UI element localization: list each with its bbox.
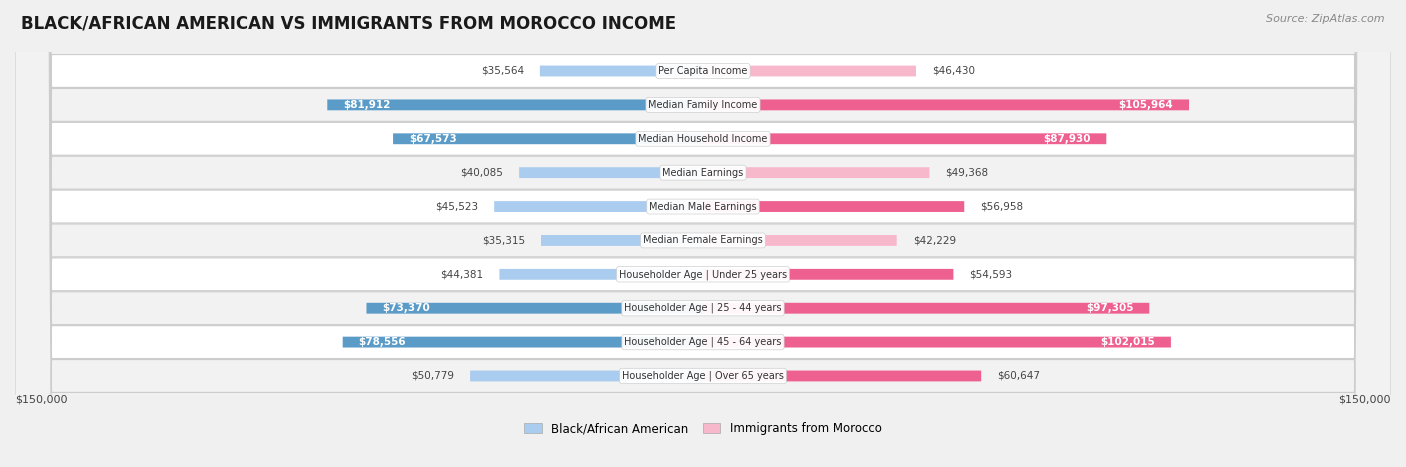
Text: BLACK/AFRICAN AMERICAN VS IMMIGRANTS FROM MOROCCO INCOME: BLACK/AFRICAN AMERICAN VS IMMIGRANTS FRO…	[21, 14, 676, 32]
Text: Householder Age | Over 65 years: Householder Age | Over 65 years	[621, 371, 785, 381]
Text: $40,085: $40,085	[460, 168, 503, 177]
FancyBboxPatch shape	[494, 201, 703, 212]
FancyBboxPatch shape	[703, 370, 981, 382]
Text: Median Household Income: Median Household Income	[638, 134, 768, 144]
Text: $42,229: $42,229	[912, 235, 956, 246]
Text: $44,381: $44,381	[440, 269, 484, 279]
Text: Householder Age | 45 - 64 years: Householder Age | 45 - 64 years	[624, 337, 782, 347]
FancyBboxPatch shape	[394, 134, 703, 144]
FancyBboxPatch shape	[703, 99, 1189, 110]
FancyBboxPatch shape	[15, 0, 1391, 467]
FancyBboxPatch shape	[15, 0, 1391, 467]
FancyBboxPatch shape	[540, 65, 703, 77]
Text: Median Family Income: Median Family Income	[648, 100, 758, 110]
FancyBboxPatch shape	[499, 269, 703, 280]
FancyBboxPatch shape	[703, 303, 1149, 314]
Text: $35,564: $35,564	[481, 66, 524, 76]
FancyBboxPatch shape	[703, 134, 1107, 144]
FancyBboxPatch shape	[15, 0, 1391, 467]
Text: Householder Age | 25 - 44 years: Householder Age | 25 - 44 years	[624, 303, 782, 313]
FancyBboxPatch shape	[541, 235, 703, 246]
Text: $56,958: $56,958	[980, 202, 1024, 212]
Text: Median Earnings: Median Earnings	[662, 168, 744, 177]
Text: $50,779: $50,779	[411, 371, 454, 381]
FancyBboxPatch shape	[519, 167, 703, 178]
FancyBboxPatch shape	[15, 0, 1391, 467]
Text: $150,000: $150,000	[1339, 395, 1391, 405]
Text: $87,930: $87,930	[1043, 134, 1090, 144]
FancyBboxPatch shape	[15, 0, 1391, 467]
Text: Source: ZipAtlas.com: Source: ZipAtlas.com	[1267, 14, 1385, 24]
Text: $150,000: $150,000	[15, 395, 67, 405]
FancyBboxPatch shape	[703, 167, 929, 178]
FancyBboxPatch shape	[703, 65, 915, 77]
Text: $105,964: $105,964	[1118, 100, 1173, 110]
Legend: Black/African American, Immigrants from Morocco: Black/African American, Immigrants from …	[519, 417, 887, 440]
FancyBboxPatch shape	[15, 0, 1391, 467]
Text: $46,430: $46,430	[932, 66, 974, 76]
FancyBboxPatch shape	[703, 337, 1171, 347]
Text: $102,015: $102,015	[1099, 337, 1154, 347]
Text: $73,370: $73,370	[382, 303, 430, 313]
FancyBboxPatch shape	[15, 0, 1391, 467]
Text: Householder Age | Under 25 years: Householder Age | Under 25 years	[619, 269, 787, 280]
FancyBboxPatch shape	[15, 0, 1391, 467]
Text: $60,647: $60,647	[997, 371, 1040, 381]
Text: $78,556: $78,556	[359, 337, 406, 347]
FancyBboxPatch shape	[15, 0, 1391, 467]
Text: $54,593: $54,593	[970, 269, 1012, 279]
Text: $49,368: $49,368	[945, 168, 988, 177]
FancyBboxPatch shape	[703, 235, 897, 246]
Text: $97,305: $97,305	[1085, 303, 1133, 313]
FancyBboxPatch shape	[703, 201, 965, 212]
Text: $67,573: $67,573	[409, 134, 457, 144]
FancyBboxPatch shape	[328, 99, 703, 110]
Text: $35,315: $35,315	[482, 235, 524, 246]
FancyBboxPatch shape	[15, 0, 1391, 467]
Text: Per Capita Income: Per Capita Income	[658, 66, 748, 76]
FancyBboxPatch shape	[367, 303, 703, 314]
FancyBboxPatch shape	[703, 269, 953, 280]
Text: Median Male Earnings: Median Male Earnings	[650, 202, 756, 212]
FancyBboxPatch shape	[470, 370, 703, 382]
FancyBboxPatch shape	[343, 337, 703, 347]
Text: $45,523: $45,523	[434, 202, 478, 212]
Text: $81,912: $81,912	[343, 100, 391, 110]
Text: Median Female Earnings: Median Female Earnings	[643, 235, 763, 246]
